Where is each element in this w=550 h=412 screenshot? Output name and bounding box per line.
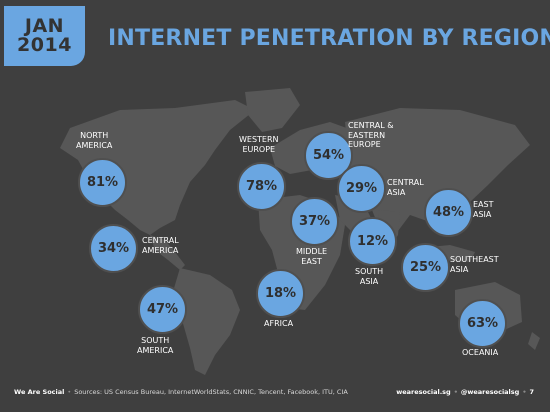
date-month: JAN — [24, 15, 65, 37]
label-north-america: NORTH AMERICA — [76, 131, 113, 150]
date-year: 2014 — [17, 34, 72, 56]
bubble-north-america: 81% — [78, 158, 127, 207]
footer-separator: • — [453, 388, 458, 396]
footer-handle-link[interactable]: @wearesocialsg — [460, 388, 520, 396]
bubble-south-asia: 12% — [348, 217, 397, 266]
label-south-america: SOUTH AMERICA — [137, 336, 174, 355]
label-africa: AFRICA — [264, 319, 294, 328]
bubble-africa: 18% — [256, 269, 305, 318]
footer-sources: We Are Social • Sources: US Census Bureau,… — [14, 388, 348, 396]
footer-site-link[interactable]: wearesocial.sg — [396, 388, 451, 396]
footer-links: wearesocial.sg • @wearesocialsg • 7 — [396, 388, 534, 396]
new-zealand-shape — [528, 332, 540, 350]
label-central-america: CENTRAL AMERICA — [142, 236, 179, 255]
label-middle-east: MIDDLE EAST — [296, 247, 328, 266]
label-east-asia: EAST ASIA — [473, 200, 494, 219]
label-central-eastern-europe: CENTRAL & EASTERN EUROPE — [348, 121, 394, 150]
footer-sources-text: Sources: US Census Bureau, InternetWorld… — [74, 388, 348, 396]
label-oceania: OCEANIA — [462, 348, 499, 357]
footer-separator: • — [522, 388, 527, 396]
central-america-shape — [150, 235, 185, 270]
footer-brand: We Are Social — [14, 388, 65, 396]
greenland-shape — [245, 88, 300, 132]
date-badge: JAN 2014 — [4, 6, 85, 66]
bubble-central-america: 34% — [89, 224, 138, 273]
label-southeast-asia: SOUTHEAST ASIA — [450, 255, 499, 274]
bubble-middle-east: 37% — [290, 197, 339, 246]
page-number: 7 — [529, 388, 534, 396]
label-central-asia: CENTRAL ASIA — [387, 178, 424, 197]
bubble-southeast-asia: 25% — [401, 243, 450, 292]
bubble-oceania: 63% — [458, 299, 507, 348]
bubble-western-europe: 78% — [237, 162, 286, 211]
asia-shape — [340, 108, 530, 235]
bubble-central-asia: 29% — [337, 164, 386, 213]
south-america-shape — [172, 268, 240, 375]
page-title: INTERNET PENETRATION BY REGION — [108, 26, 550, 51]
bubble-south-america: 47% — [138, 285, 187, 334]
label-western-europe: WESTERN EUROPE — [239, 135, 279, 154]
label-south-asia: SOUTH ASIA — [355, 267, 384, 286]
footer-separator: • — [67, 388, 72, 396]
bubble-east-asia: 48% — [424, 188, 473, 237]
